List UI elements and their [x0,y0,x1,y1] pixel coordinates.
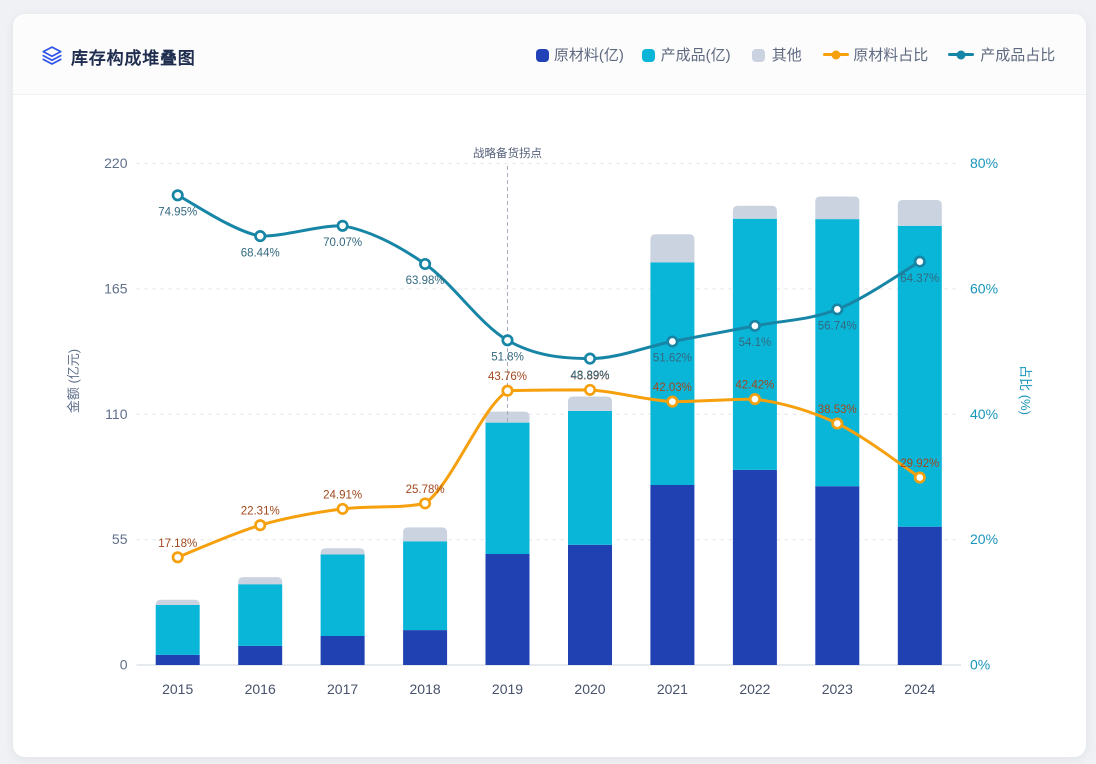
svg-text:55: 55 [112,531,128,547]
svg-text:2023: 2023 [822,681,853,697]
svg-text:68.44%: 68.44% [241,247,280,259]
svg-text:17.18%: 17.18% [158,538,197,550]
svg-text:25.78%: 25.78% [406,484,445,496]
svg-text:48.89%: 48.89% [570,370,609,382]
svg-text:2016: 2016 [245,681,276,697]
svg-text:占比 (%): 占比 (%) [1018,365,1033,415]
svg-text:38.53%: 38.53% [818,404,857,416]
svg-text:63.98%: 63.98% [406,275,445,287]
svg-text:64.37%: 64.37% [900,273,939,285]
svg-text:2018: 2018 [410,681,441,697]
svg-text:165: 165 [104,281,128,297]
svg-text:220: 220 [104,155,128,171]
svg-text:20%: 20% [970,531,998,547]
svg-text:54.1%: 54.1% [739,337,772,349]
svg-text:2015: 2015 [162,681,193,697]
svg-text:43.76%: 43.76% [488,371,527,383]
svg-text:金额 (亿元): 金额 (亿元) [66,349,81,413]
svg-text:0%: 0% [970,657,990,673]
svg-text:2021: 2021 [657,681,688,697]
svg-text:70.07%: 70.07% [323,237,362,249]
svg-text:51.62%: 51.62% [653,353,692,365]
svg-text:2020: 2020 [574,681,605,697]
svg-text:56.74%: 56.74% [818,321,857,333]
svg-text:2019: 2019 [492,681,523,697]
svg-text:74.95%: 74.95% [158,207,197,219]
svg-text:2022: 2022 [739,681,770,697]
svg-text:22.31%: 22.31% [241,506,280,518]
svg-text:43.89%: 43.89% [570,370,609,382]
svg-text:110: 110 [105,406,128,422]
svg-text:24.91%: 24.91% [323,489,362,501]
svg-text:42.42%: 42.42% [735,380,774,392]
svg-text:42.03%: 42.03% [653,382,692,394]
svg-text:2017: 2017 [327,681,358,697]
svg-text:29.92%: 29.92% [900,458,939,470]
svg-text:80%: 80% [970,155,998,171]
svg-text:51.8%: 51.8% [491,352,524,364]
svg-text:60%: 60% [970,281,998,297]
svg-text:40%: 40% [970,406,998,422]
svg-text:0: 0 [120,657,128,673]
svg-text:2024: 2024 [904,681,935,697]
svg-text:战略备货拐点: 战略备货拐点 [473,146,542,160]
